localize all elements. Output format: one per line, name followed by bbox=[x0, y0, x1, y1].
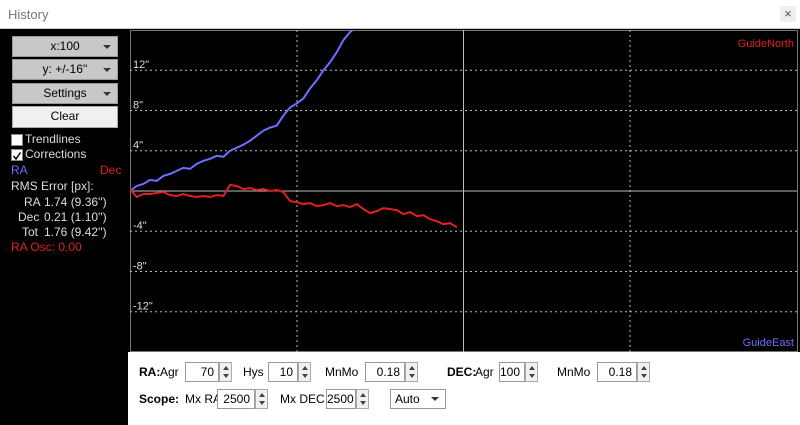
spin-input[interactable]: 2500 bbox=[326, 389, 356, 409]
control-label: DEC: bbox=[447, 365, 477, 379]
x-scale-button[interactable]: x:100 bbox=[12, 36, 118, 57]
series-line bbox=[130, 30, 355, 192]
dropdown-arrow bbox=[431, 397, 439, 401]
stat-label: RA bbox=[24, 195, 41, 209]
y-tick-label: -8" bbox=[133, 260, 147, 272]
controls-panel bbox=[128, 352, 800, 425]
checkbox-label: Trendlines bbox=[25, 132, 81, 146]
east-label: GuideEast bbox=[743, 337, 794, 349]
spin-arrows[interactable] bbox=[637, 362, 650, 382]
checkbox[interactable] bbox=[11, 149, 23, 161]
check-mark bbox=[12, 152, 22, 161]
control-label: Agr bbox=[160, 365, 179, 379]
y-tick-label: 12" bbox=[133, 59, 149, 71]
series-line bbox=[130, 183, 458, 229]
control-label: Scope: bbox=[139, 392, 180, 406]
stat-label: Tot bbox=[22, 225, 39, 239]
spin-arrows[interactable] bbox=[298, 362, 311, 382]
spin-input[interactable]: 0.18 bbox=[365, 362, 405, 382]
spin-input[interactable]: 70 bbox=[185, 362, 219, 382]
clear-button[interactable]: Clear bbox=[12, 106, 118, 128]
y-tick-label: -4" bbox=[133, 220, 147, 232]
y-tick-label: -12" bbox=[133, 301, 153, 313]
title-bar bbox=[0, 0, 800, 29]
stat-value: 1.74 (9.36'') bbox=[44, 195, 107, 209]
window-title: History bbox=[8, 7, 49, 22]
stat-value: 1.76 (9.42'') bbox=[44, 225, 107, 239]
y-scale-button[interactable]: y: +/-16'' bbox=[12, 59, 118, 80]
spin-input[interactable]: 2500 bbox=[217, 389, 255, 409]
y-tick-label: 4" bbox=[133, 140, 143, 152]
ra-osc: RA Osc: 0.00 bbox=[11, 240, 82, 254]
control-label: Hys bbox=[243, 365, 264, 379]
spin-input[interactable]: 10 bbox=[268, 362, 298, 382]
control-label: MnMo bbox=[325, 365, 359, 379]
control-label: Mx DEC bbox=[280, 392, 325, 406]
spin-arrows[interactable] bbox=[525, 362, 538, 382]
control-label: MnMo bbox=[557, 365, 591, 379]
stat-label: Dec bbox=[18, 210, 40, 224]
spin-arrows[interactable] bbox=[219, 362, 232, 382]
rms-heading: RMS Error [px]: bbox=[11, 179, 94, 193]
mode-dropdown[interactable]: Auto bbox=[390, 389, 446, 409]
series-group bbox=[130, 30, 458, 229]
checkbox-label: Corrections bbox=[25, 147, 87, 161]
control-label: RA: bbox=[139, 365, 161, 379]
settings-button[interactable]: Settings bbox=[12, 83, 118, 104]
close-button[interactable]: × bbox=[780, 6, 796, 22]
legend-ra: RA bbox=[11, 163, 28, 177]
spin-arrows[interactable] bbox=[255, 389, 268, 409]
spin-arrows[interactable] bbox=[356, 389, 369, 409]
north-label: GuideNorth bbox=[738, 38, 794, 50]
control-label: Agr bbox=[475, 365, 494, 379]
checkbox[interactable] bbox=[11, 134, 23, 146]
stat-value: 0.21 (1.10'') bbox=[44, 210, 107, 224]
y-tick-label: 8" bbox=[133, 99, 143, 111]
spin-input[interactable]: 0.18 bbox=[597, 362, 637, 382]
spin-input[interactable]: 100 bbox=[499, 362, 525, 382]
legend-dec: Dec bbox=[100, 163, 122, 177]
control-label: Mx RA bbox=[185, 392, 221, 406]
spin-arrows[interactable] bbox=[405, 362, 418, 382]
history-graph: GuideNorth GuideEast 12" 8" 4" -4" -8" -12" bbox=[130, 30, 798, 352]
